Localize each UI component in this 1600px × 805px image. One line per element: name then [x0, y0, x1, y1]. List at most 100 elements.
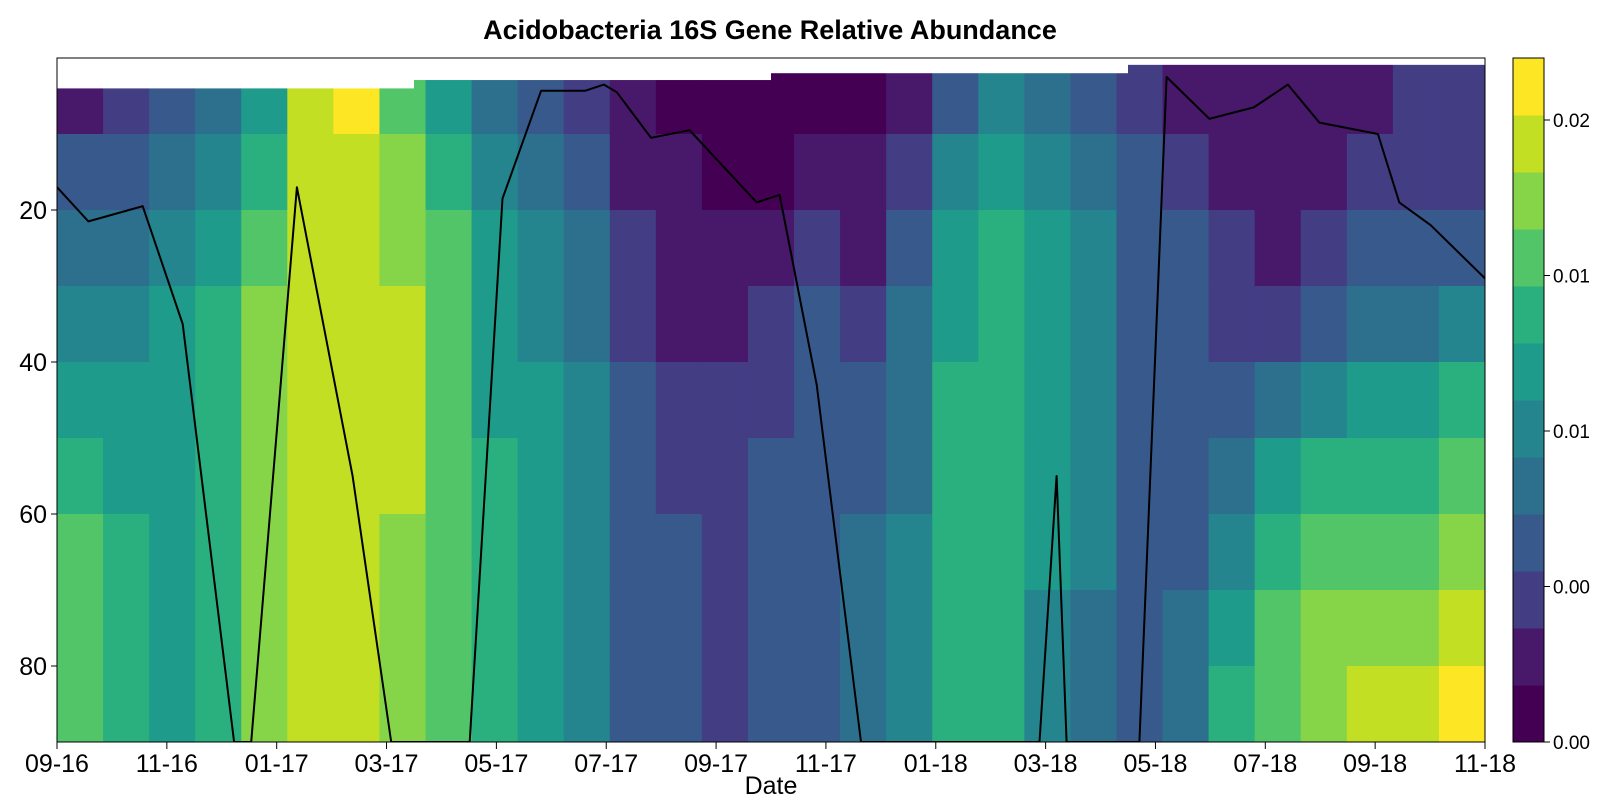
- field-cell: [1116, 514, 1164, 591]
- field-cell: [1116, 210, 1164, 287]
- field-cell: [425, 286, 473, 363]
- field-cell: [425, 666, 473, 742]
- field-cell: [563, 666, 611, 742]
- field-cell: [563, 590, 611, 667]
- field-cell: [978, 286, 1026, 363]
- field-cell: [840, 134, 887, 211]
- field-cell: [149, 514, 196, 591]
- field-cell: [978, 666, 1026, 742]
- field-cell: [886, 438, 934, 515]
- colorbar-frame: [1512, 57, 1545, 743]
- field-cell: [57, 514, 104, 591]
- field-cell: [794, 362, 841, 439]
- field-cell: [794, 134, 841, 211]
- field-cell: [1024, 514, 1072, 591]
- field-cell: [1070, 286, 1118, 363]
- field-cell: [1254, 514, 1302, 591]
- field-cell: [1438, 362, 1485, 439]
- field-cell: [1254, 362, 1302, 439]
- field-cell: [333, 514, 381, 591]
- field-cell: [517, 362, 565, 439]
- field-cell: [425, 514, 473, 591]
- field-cell: [149, 438, 196, 515]
- field-cell: [655, 438, 703, 515]
- field-cell: [241, 286, 289, 363]
- field-cell: [1070, 134, 1118, 211]
- colorbar: 0.00 0.00 0.01 0.01 0.02: [1512, 57, 1590, 754]
- field-cell: [840, 362, 887, 439]
- field-cell: [517, 286, 565, 363]
- field-cell: [978, 362, 1026, 439]
- field-cell: [1208, 58, 1256, 135]
- field-cell: [1438, 666, 1485, 742]
- field-cell: [1254, 134, 1302, 211]
- field-cell: [57, 362, 104, 439]
- field-cell: [1116, 438, 1164, 515]
- field-cell: [1300, 286, 1348, 363]
- field-cell: [1116, 590, 1164, 667]
- field-cell: [1346, 666, 1394, 742]
- field-cell: [701, 362, 749, 439]
- field-cell: [1392, 666, 1440, 742]
- field-cell: [563, 286, 611, 363]
- field-cell: [701, 134, 749, 211]
- field-cell: [1070, 210, 1118, 287]
- field-cell: [241, 666, 289, 742]
- x-tick-label: 09-16: [25, 750, 89, 778]
- x-tick-label: 07-18: [1233, 750, 1297, 778]
- x-axis-label: Date: [745, 772, 798, 800]
- field-cell: [747, 438, 795, 515]
- field-cell: [149, 666, 196, 742]
- colorbar-level: [1513, 457, 1544, 515]
- field-cell: [840, 286, 887, 363]
- field-cell: [287, 362, 335, 439]
- field-cell: [517, 438, 565, 515]
- field-cell: [840, 210, 887, 287]
- field-cell: [655, 286, 703, 363]
- field-cell: [471, 134, 519, 211]
- field-cell: [794, 210, 841, 287]
- field-cell: [747, 590, 795, 667]
- field-cell: [563, 134, 611, 211]
- y-tick-label: 40: [19, 349, 47, 377]
- field-cell: [655, 590, 703, 667]
- field-cell: [609, 134, 657, 211]
- field-cell: [1438, 210, 1485, 287]
- field-cell: [886, 286, 934, 363]
- field-cell: [1300, 362, 1348, 439]
- field-cell: [103, 590, 150, 667]
- field-cell: [1208, 666, 1256, 742]
- colorbar-tick-label: 0.01: [1553, 267, 1590, 288]
- field-cell: [103, 438, 150, 515]
- field-cell: [609, 362, 657, 439]
- x-tick-label: 03-17: [355, 750, 419, 778]
- x-tick-label: 11-16: [136, 750, 198, 778]
- field-cell: [701, 514, 749, 591]
- field-cell: [886, 514, 934, 591]
- field-cell: [1070, 666, 1118, 742]
- field-cell: [471, 590, 519, 667]
- field-cell: [840, 514, 887, 591]
- colorbar-level: [1513, 115, 1544, 173]
- colorbar-tick-label: 0.01: [1553, 422, 1590, 443]
- field-cell: [1346, 134, 1394, 211]
- field-cell: [794, 590, 841, 667]
- field-cell: [425, 438, 473, 515]
- colorbar-level: [1513, 172, 1544, 230]
- field-cell: [1162, 134, 1210, 211]
- field-cell: [103, 362, 150, 439]
- field-cell: [103, 514, 150, 591]
- field-cell: [379, 210, 427, 287]
- field-cell: [1300, 134, 1348, 211]
- field-cell: [1070, 362, 1118, 439]
- field-cell: [195, 362, 243, 439]
- field-cell: [794, 438, 841, 515]
- field-cell: [655, 210, 703, 287]
- field-cell: [563, 362, 611, 439]
- field-cell: [1346, 362, 1394, 439]
- abundance-field: [57, 58, 1485, 742]
- field-cell: [609, 590, 657, 667]
- field-cell: [1346, 58, 1394, 135]
- field-cell: [886, 590, 934, 667]
